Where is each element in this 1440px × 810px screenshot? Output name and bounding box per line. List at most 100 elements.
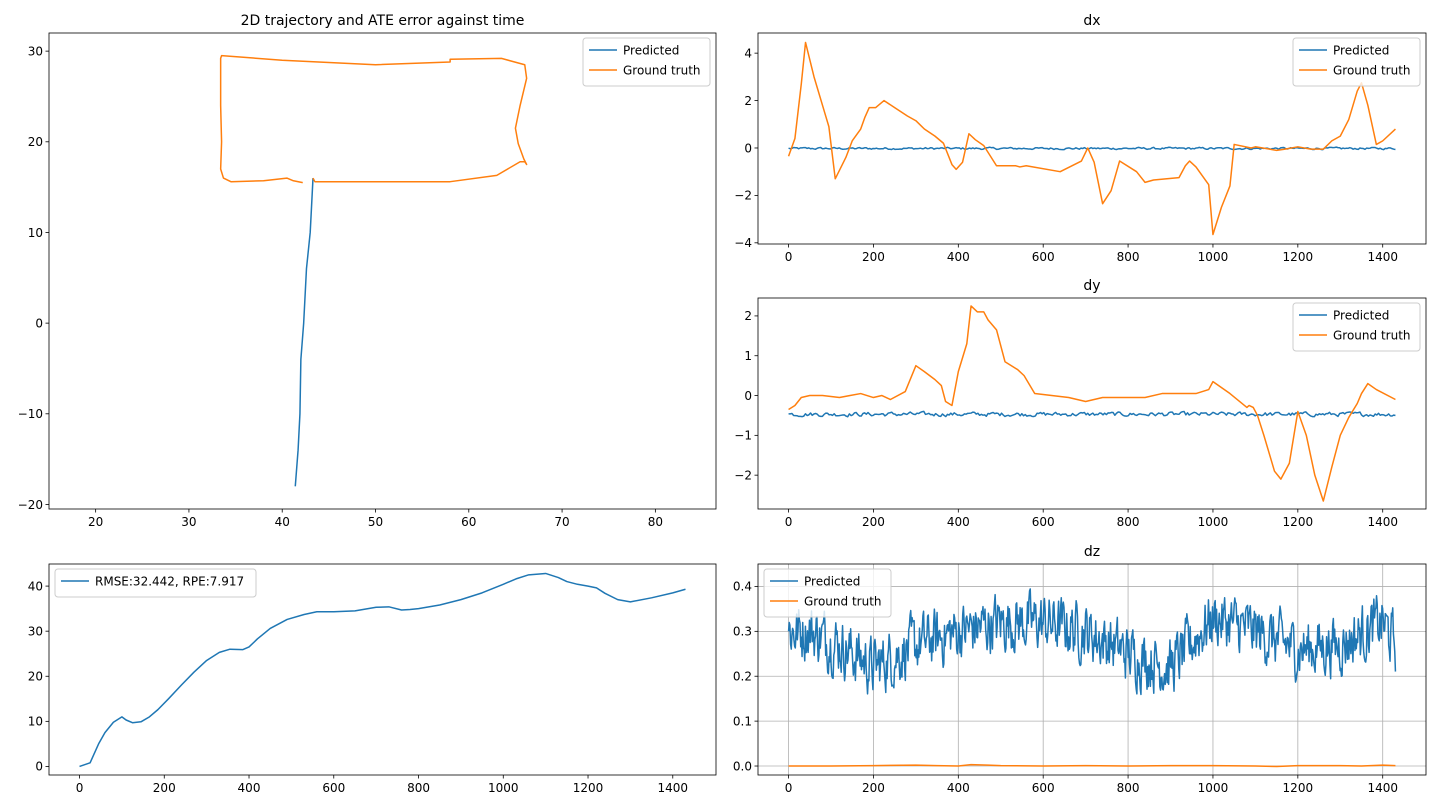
y-tick-label: −10	[18, 407, 43, 421]
y-tick-label: 10	[28, 226, 43, 240]
x-tick-label: 600	[1032, 515, 1055, 529]
axes-frame	[757, 297, 1427, 510]
series-line-b	[788, 763, 1396, 768]
legend-label: Predicted	[1333, 308, 1389, 322]
trajectory-plot: 20 30 40 50 60 70 80 −20 −10 0 10 20 30 2D trajectory…	[18, 13, 717, 529]
y-tick-label: 0.1	[733, 714, 752, 728]
x-tick-label: 80	[648, 515, 663, 529]
legend: Predicted Ground truth	[763, 568, 892, 618]
x-tick-label: 1400	[658, 781, 689, 795]
series-line-a	[788, 410, 1396, 418]
legend-label: Ground truth	[623, 63, 701, 77]
x-tick-label: 70	[554, 515, 569, 529]
y-tick-label: 2	[744, 94, 752, 108]
y-tick-label: 40	[28, 579, 43, 593]
series-line-a	[788, 146, 1396, 151]
y-tick-label: −4	[734, 236, 752, 250]
y-tick-label: 2	[744, 309, 752, 323]
y-tick-label: 0	[744, 141, 752, 155]
x-tick-label: 200	[862, 781, 885, 795]
y-tick-label: 0.0	[733, 759, 752, 773]
x-tick-label: 1000	[488, 781, 519, 795]
plot-title: 2D trajectory and ATE error against time	[241, 13, 525, 29]
plot-title: dy	[1083, 278, 1100, 294]
x-tick-label: 0	[785, 781, 793, 795]
x-tick-label: 400	[947, 515, 970, 529]
x-tick-label: 200	[862, 515, 885, 529]
y-tick-label: 0.3	[733, 625, 752, 639]
dx-plot: 0 200 400 600 800 1000 1200 1400 −4 −2 0 2 4 dx Predic…	[734, 13, 1427, 264]
x-tick-label: 1400	[1367, 781, 1398, 795]
y-tick-label: −1	[734, 429, 752, 443]
x-tick-label: 400	[947, 250, 970, 264]
series-line-b	[219, 54, 528, 184]
x-tick-label: 20	[88, 515, 103, 529]
legend-label: Ground truth	[1333, 63, 1411, 77]
series-group	[787, 588, 1397, 768]
x-tick-label: 400	[947, 781, 970, 795]
legend: Predicted Ground truth	[1292, 37, 1421, 87]
y-tick-label: 0.2	[733, 670, 752, 684]
y-tick-label: −20	[18, 498, 43, 512]
x-tick-label: 800	[407, 781, 430, 795]
series-line-b	[788, 305, 1396, 502]
legend: Predicted Ground truth	[582, 37, 711, 87]
x-tick-label: 1200	[1283, 515, 1314, 529]
series-line-a	[294, 178, 314, 487]
legend-label: Ground truth	[804, 594, 882, 608]
x-tick-label: 1000	[1198, 515, 1229, 529]
x-tick-label: 1200	[573, 781, 604, 795]
x-tick-label: 1200	[1283, 250, 1314, 264]
series-group	[79, 572, 686, 768]
y-tick-label: 0	[35, 316, 43, 330]
legend-label: RMSE:32.442, RPE:7.917	[95, 574, 244, 588]
x-tick-label: 600	[1032, 781, 1055, 795]
y-tick-label: 0	[744, 389, 752, 403]
x-tick-label: 800	[1117, 781, 1140, 795]
legend: Predicted Ground truth	[1292, 302, 1421, 352]
legend-label: Predicted	[623, 43, 679, 57]
ate-error-plot: 0 200 400 600 800 1000 1200 1400 0 10 20 30 40 RMSE:3…	[28, 563, 717, 795]
x-tick-label: 200	[862, 250, 885, 264]
y-tick-label: 0.4	[733, 580, 752, 594]
y-tick-label: 4	[744, 46, 752, 60]
legend-label: Predicted	[804, 574, 860, 588]
series-line-a	[787, 588, 1397, 696]
dz-plot: 0 200 400 600 800 1000 1200 1400 0.0 0.1 0.2 0.3 0.4…	[733, 544, 1427, 795]
x-tick-label: 800	[1117, 515, 1140, 529]
series-line-a	[79, 572, 686, 768]
x-tick-label: 0	[785, 515, 793, 529]
axes-frame	[48, 563, 717, 776]
series-group	[787, 41, 1396, 236]
x-tick-label: 0	[785, 250, 793, 264]
x-tick-label: 30	[181, 515, 196, 529]
axes-frame	[757, 32, 1427, 245]
y-tick-label: −2	[734, 189, 752, 203]
x-tick-label: 50	[368, 515, 383, 529]
x-tick-label: 1400	[1367, 515, 1398, 529]
legend-label: Predicted	[1333, 43, 1389, 57]
x-tick-label: 60	[461, 515, 476, 529]
x-tick-label: 1000	[1198, 250, 1229, 264]
plot-title: dx	[1083, 13, 1100, 29]
x-tick-label: 600	[322, 781, 345, 795]
x-tick-label: 400	[238, 781, 261, 795]
legend-box	[54, 568, 257, 598]
y-tick-label: 30	[28, 44, 43, 58]
y-tick-label: 1	[744, 349, 752, 363]
x-tick-label: 600	[1032, 250, 1055, 264]
y-tick-label: 30	[28, 624, 43, 638]
x-tick-label: 1400	[1367, 250, 1398, 264]
axes-frame	[48, 32, 717, 510]
x-tick-label: 800	[1117, 250, 1140, 264]
y-tick-label: 20	[28, 670, 43, 684]
x-tick-label: 40	[275, 515, 290, 529]
series-group	[788, 305, 1396, 502]
y-tick-label: 10	[28, 715, 43, 729]
x-tick-label: 200	[153, 781, 176, 795]
plot-title: dz	[1084, 544, 1100, 560]
axes-frame	[757, 563, 1427, 776]
legend: RMSE:32.442, RPE:7.917	[54, 568, 257, 598]
y-tick-label: −2	[734, 468, 752, 482]
